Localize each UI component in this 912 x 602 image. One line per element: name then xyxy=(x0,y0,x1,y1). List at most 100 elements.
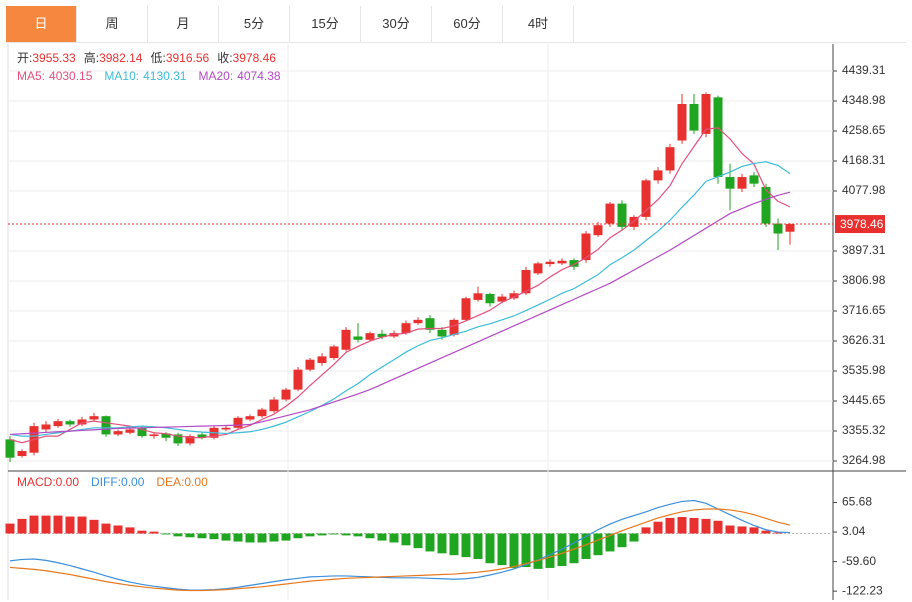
macd-bar xyxy=(713,520,723,534)
macd-bar xyxy=(377,533,387,541)
candle-body xyxy=(401,323,411,334)
legend-value: 0.00 xyxy=(56,475,80,489)
macd-bar xyxy=(5,523,15,534)
legend-name: MACD: xyxy=(17,475,56,489)
macd-bar xyxy=(485,533,495,564)
candle-body xyxy=(773,223,783,234)
candle-body xyxy=(473,293,483,300)
period-tab[interactable]: 月 xyxy=(148,6,219,42)
ma-legend: MA5: 4030.15 MA10: 4130.31 MA20: 4074.38 xyxy=(17,69,281,83)
macd-bar xyxy=(425,533,435,552)
y-tick-label: 65.68 xyxy=(842,495,872,509)
macd-bar xyxy=(389,533,399,543)
macd-bar xyxy=(461,533,471,558)
macd-bar xyxy=(641,527,651,534)
legend-name: DIFF: xyxy=(91,475,121,489)
macd-bar xyxy=(17,518,27,534)
y-tick-label: 3355.32 xyxy=(842,423,886,437)
legend-value: 0.00 xyxy=(121,475,145,489)
period-tab[interactable]: 5分 xyxy=(219,6,290,42)
candle-body xyxy=(593,225,603,236)
macd-bar xyxy=(605,533,615,552)
y-tick-label: 4077.98 xyxy=(842,183,886,197)
ohlc-label: 开: xyxy=(17,51,32,65)
period-tab[interactable]: 周 xyxy=(77,6,148,42)
macd-bar xyxy=(665,517,675,534)
candle-body xyxy=(497,296,507,302)
y-tick-label: 3806.98 xyxy=(842,273,886,287)
candle-body xyxy=(77,419,87,425)
macd-bar xyxy=(281,533,291,541)
macd-bar xyxy=(125,527,135,534)
macd-bar xyxy=(149,531,159,534)
macd-bar xyxy=(737,526,747,534)
y-tick-label: 4348.98 xyxy=(842,93,886,107)
candle-body xyxy=(245,416,255,420)
ma-line xyxy=(9,161,791,437)
ohlc-value: 3916.56 xyxy=(166,51,210,65)
candle-body xyxy=(113,431,123,435)
macd-bar xyxy=(593,533,603,556)
period-tab[interactable]: 15分 xyxy=(290,6,361,42)
candle-body xyxy=(413,319,423,324)
period-tab[interactable]: 30分 xyxy=(361,6,432,42)
ohlc-label: 高: xyxy=(84,50,99,65)
legend-value: 4130.31 xyxy=(143,69,187,83)
macd-bar xyxy=(629,533,639,542)
macd-bar xyxy=(533,533,543,569)
macd-bar xyxy=(173,533,183,537)
candle-body xyxy=(185,436,195,444)
period-tab[interactable]: 日 xyxy=(6,6,77,42)
macd-bar xyxy=(353,533,363,537)
candle-body xyxy=(233,417,243,428)
candle-body xyxy=(53,421,63,427)
candle-body xyxy=(149,434,159,437)
y-tick-label: 3535.98 xyxy=(842,363,886,377)
candle-body xyxy=(65,421,75,425)
candle-body xyxy=(137,427,147,437)
macd-bar xyxy=(221,533,231,541)
candle-body xyxy=(725,177,735,189)
candle-body xyxy=(305,359,315,370)
candle-body xyxy=(353,336,363,340)
candle-body xyxy=(617,203,627,227)
candle-body xyxy=(461,298,471,320)
period-tab[interactable]: 4时 xyxy=(503,6,574,42)
candle-body xyxy=(509,293,519,299)
macd-bar xyxy=(725,525,735,534)
macd-bar xyxy=(29,515,39,534)
macd-bar xyxy=(317,533,327,536)
candle-body xyxy=(653,170,663,181)
candle-body xyxy=(545,261,555,265)
macd-bar xyxy=(233,533,243,542)
candle-body xyxy=(197,434,207,438)
macd-bar xyxy=(749,527,759,534)
macd-bar xyxy=(77,516,87,534)
legend-value: 4074.38 xyxy=(237,69,281,83)
candle-body xyxy=(17,451,27,457)
y-tick-label: 3264.98 xyxy=(842,453,886,467)
macd-bar xyxy=(197,533,207,539)
candle-body xyxy=(221,427,231,430)
macd-bar xyxy=(341,533,351,536)
candle-body xyxy=(737,177,747,189)
period-tabs: 日周月 5分 15分 30分 60分 4时 xyxy=(6,6,906,43)
candle-body xyxy=(317,356,327,364)
macd-bar xyxy=(101,523,111,534)
candle-body xyxy=(533,263,543,274)
candle-body xyxy=(557,260,567,264)
legend-name: DEA: xyxy=(156,475,184,489)
candle-body xyxy=(101,416,111,435)
macd-bar xyxy=(257,533,267,543)
macd-bar xyxy=(521,533,531,567)
legend-value: 0.00 xyxy=(184,475,208,489)
y-tick-label: 4439.31 xyxy=(842,63,886,77)
macd-bar xyxy=(773,532,783,534)
y-tick-label: 3.04 xyxy=(842,524,866,538)
period-tab[interactable]: 60分 xyxy=(432,6,503,42)
macd-bar xyxy=(329,533,339,535)
macd-bar xyxy=(41,515,51,534)
legend-value: 4030.15 xyxy=(49,69,93,83)
candle-body xyxy=(641,180,651,217)
